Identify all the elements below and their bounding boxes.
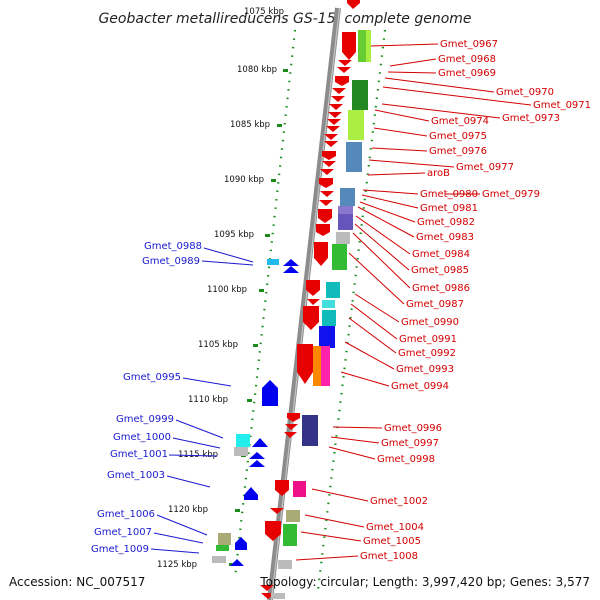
accession-text: Accession: NC_007517	[9, 575, 145, 589]
gene-label: Gmet_0993	[396, 364, 454, 375]
scale-label: 1115 kbp	[178, 450, 218, 460]
gene-label: Gmet_1000	[113, 432, 171, 443]
gene-label: Gmet_0971	[533, 100, 591, 111]
feature-blocks	[271, 30, 371, 599]
gene-label: Gmet_0973	[502, 113, 560, 124]
gene-label: Gmet_0967	[440, 39, 498, 50]
gene-label: Gmet_0986	[412, 283, 470, 294]
gene-label: Gmet_1002	[370, 496, 428, 507]
scale-label: 1125 kbp	[157, 560, 197, 570]
gene-label: Gmet_0999	[116, 414, 174, 425]
gene-label: Gmet_0997	[381, 438, 439, 449]
scale-label: 1110 kbp	[188, 395, 228, 405]
gene-label: Gmet_1009	[91, 544, 149, 555]
gene-label: Gmet_1007	[94, 527, 152, 538]
gene-label: Gmet_0990	[401, 317, 459, 328]
scale-label: 1120 kbp	[168, 505, 208, 515]
gene-label: Gmet_0979	[482, 189, 540, 200]
scale-label: 1080 kbp	[237, 65, 277, 75]
gene-label: Gmet_0985	[411, 265, 469, 276]
gene-label: Gmet_0977	[456, 162, 514, 173]
scale-label: 1100 kbp	[207, 285, 247, 295]
gene-label: Gmet_0989	[142, 256, 200, 267]
gene-label: Gmet_0976	[429, 146, 487, 157]
gene-label: Gmet_0988	[144, 241, 202, 252]
gene-label: Gmet_0981	[420, 203, 478, 214]
right-gene-labels: Gmet_0967 Gmet_0968 Gmet_0969 Gmet_0970 …	[360, 39, 591, 562]
gene-label: Gmet_1003	[107, 470, 165, 481]
gene-label: Gmet_1005	[363, 536, 421, 547]
gene-label: Gmet_0969	[438, 68, 496, 79]
gene-label: Gmet_0987	[406, 299, 464, 310]
genome-backbone	[267, 7, 341, 600]
gene-label: Gmet_0974	[431, 116, 489, 127]
map-title: Geobacter metallireducens GS-15, complet…	[98, 11, 471, 27]
scale-label: 1090 kbp	[224, 175, 264, 185]
inner-ring-dots	[233, 29, 297, 579]
left-gene-labels: Gmet_0988 Gmet_0989 Gmet_0995 Gmet_0999 …	[91, 241, 202, 555]
gene-label: Gmet_0968	[438, 54, 496, 65]
gene-label: Gmet_0994	[391, 381, 449, 392]
gene-label: Gmet_1004	[366, 522, 424, 533]
forward-strand-genes	[260, 0, 360, 599]
right-leader-lines	[295, 43, 532, 561]
gene-label: Gmet_0998	[377, 454, 435, 465]
scale-label: 1085 kbp	[230, 120, 270, 130]
scale-label: 1095 kbp	[214, 230, 254, 240]
gene-label: Gmet_0996	[384, 423, 442, 434]
gene-label: Gmet_0991	[399, 334, 457, 345]
gene-label: Gmet_0992	[398, 348, 456, 359]
gene-label: Gmet_1006	[97, 509, 155, 520]
reverse-strand-genes	[212, 259, 299, 566]
summary-text: Topology: circular; Length: 3,997,420 bp…	[259, 575, 590, 589]
gene-label: Gmet_0975	[429, 131, 487, 142]
gene-label: Gmet_0982	[417, 217, 475, 228]
left-leader-lines	[150, 247, 254, 554]
gene-label: Gmet_1008	[360, 551, 418, 562]
gene-label: Gmet_0980	[420, 189, 478, 200]
gene-label: Gmet_0984	[412, 249, 470, 260]
outer-ring-dots	[316, 29, 387, 591]
gene-label: Gmet_1001	[110, 449, 168, 460]
scale-label: 1105 kbp	[198, 340, 238, 350]
gene-label: Gmet_0995	[123, 372, 181, 383]
gene-label: aroB	[427, 168, 450, 179]
scale-label: 1075 kbp	[244, 7, 284, 17]
gene-label: Gmet_0970	[496, 87, 554, 98]
scale-labels: 1075 kbp 1080 kbp 1085 kbp 1090 kbp 1095…	[157, 7, 284, 570]
gene-label: Gmet_0983	[416, 232, 474, 243]
